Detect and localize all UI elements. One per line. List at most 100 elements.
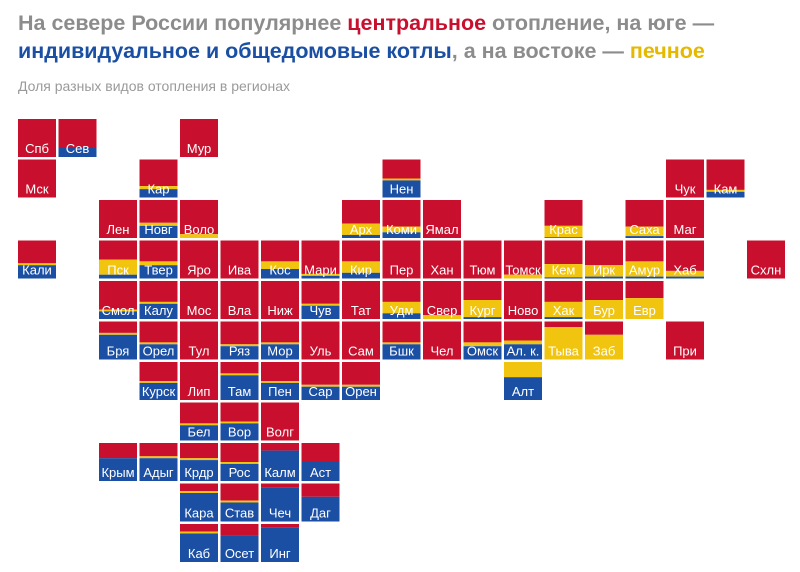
region-label: Омск [467, 344, 499, 359]
region-tile: Кара [180, 483, 218, 522]
tile-segment-individual [625, 236, 664, 238]
region-tile: Тюм [463, 240, 502, 279]
region-tile: Ряз [220, 321, 259, 360]
tile-segment-central [382, 159, 421, 179]
headline-stove-keyword: печное [629, 39, 705, 63]
tile-segment-individual [139, 458, 178, 481]
tile-segment-stove [220, 462, 259, 464]
region-label: Амур [629, 263, 660, 278]
tile-segment-central [58, 119, 97, 148]
region-tile: Там [220, 362, 259, 400]
region-tile: Кир [342, 240, 380, 279]
region-tile: Инг [261, 524, 299, 562]
tile-segment-central [423, 321, 461, 360]
region-label: Алт [512, 384, 534, 399]
region-label: Курск [142, 384, 176, 399]
tile-segment-individual [220, 502, 259, 522]
tile-segment-central [220, 362, 259, 374]
tile-segment-individual [463, 346, 502, 360]
region-label: Инг [269, 546, 291, 561]
tile-segment-stove [180, 423, 218, 426]
region-label: Смол [102, 303, 135, 318]
region-tile: Кург [463, 281, 502, 319]
region-tile: Кам [706, 159, 745, 198]
region-tile: Ниж [261, 281, 299, 319]
tile-segment-central [220, 240, 259, 279]
region-label: Кара [184, 506, 214, 521]
tile-segment-individual [504, 344, 542, 360]
region-label: Орен [345, 384, 377, 399]
tile-segment-stove [585, 334, 623, 360]
tile-segment-central [301, 321, 340, 360]
tile-segment-stove [99, 259, 137, 275]
region-tile: Став [220, 483, 259, 522]
tile-segment-central [99, 281, 137, 310]
region-label: Сам [348, 344, 374, 359]
region-label: Схлн [751, 263, 782, 278]
region-tile: Бшк [382, 321, 421, 360]
region-tile: Маг [666, 200, 704, 238]
region-label: Сев [66, 141, 90, 156]
tile-segment-central [463, 240, 502, 279]
tile-segment-central [706, 159, 745, 190]
region-tile: Чеч [261, 483, 299, 522]
region-tile: Омск [463, 321, 502, 360]
region-tile: Бря [99, 321, 137, 360]
tile-segment-central [666, 240, 704, 271]
tile-segment-central [180, 443, 218, 459]
tile-segment-individual [99, 458, 137, 481]
tile-segment-central [301, 483, 340, 497]
region-tile: Мари [301, 240, 340, 279]
tile-segment-central [220, 483, 259, 501]
region-label: Твер [144, 263, 173, 278]
tile-segment-central [180, 524, 218, 532]
region-label: Евр [633, 303, 656, 318]
region-label: Адыг [143, 465, 174, 480]
region-tile: Воло [180, 200, 218, 238]
region-tile: Сам [342, 321, 380, 360]
tile-segment-stove [180, 458, 218, 461]
tile-segment-central [423, 281, 461, 316]
tile-segment-central [180, 281, 218, 319]
tile-segment-central [342, 240, 380, 262]
region-tile: Ал. к. [504, 321, 542, 360]
tile-segment-central [220, 402, 259, 422]
region-label: Бур [593, 303, 615, 318]
region-label: Бел [188, 425, 211, 440]
region-tile: Лип [180, 362, 218, 400]
region-tile: Сев [58, 119, 97, 157]
region-tile: Новг [139, 200, 178, 238]
region-label: Рос [229, 465, 251, 480]
region-tile: Арх [342, 200, 380, 238]
region-label: Орел [143, 344, 175, 359]
tile-segment-central [180, 483, 218, 492]
region-tile: Яро [180, 240, 218, 279]
region-label: Тюм [470, 263, 496, 278]
tile-segment-individual [382, 313, 421, 319]
region-tile: Ново [504, 281, 542, 319]
region-label: Тул [188, 344, 209, 359]
headline-central-keyword: центральное [347, 11, 487, 35]
region-label: Хак [553, 303, 575, 318]
tile-segment-central [139, 321, 178, 343]
region-tile: Сар [301, 362, 340, 400]
tile-segment-stove [261, 261, 299, 269]
region-tile: Тыва [544, 321, 583, 360]
tile-segment-individual [463, 317, 502, 319]
tile-segment-individual [180, 533, 218, 562]
region-tile: Коми [382, 200, 421, 238]
tile-segment-stove [139, 301, 178, 304]
region-tile: Аст [301, 443, 340, 481]
tile-segment-central [261, 443, 299, 451]
region-tile: Орел [139, 321, 178, 360]
tile-segment-central [585, 240, 623, 266]
tile-segment-individual [99, 311, 137, 319]
tile-segment-individual [220, 375, 259, 400]
region-tile: Тул [180, 321, 218, 360]
region-tile: Алт [504, 362, 542, 400]
region-label: Осет [225, 546, 254, 561]
region-label: Томск [505, 263, 541, 278]
tile-segment-central [301, 281, 340, 304]
region-label: Заб [593, 344, 616, 359]
